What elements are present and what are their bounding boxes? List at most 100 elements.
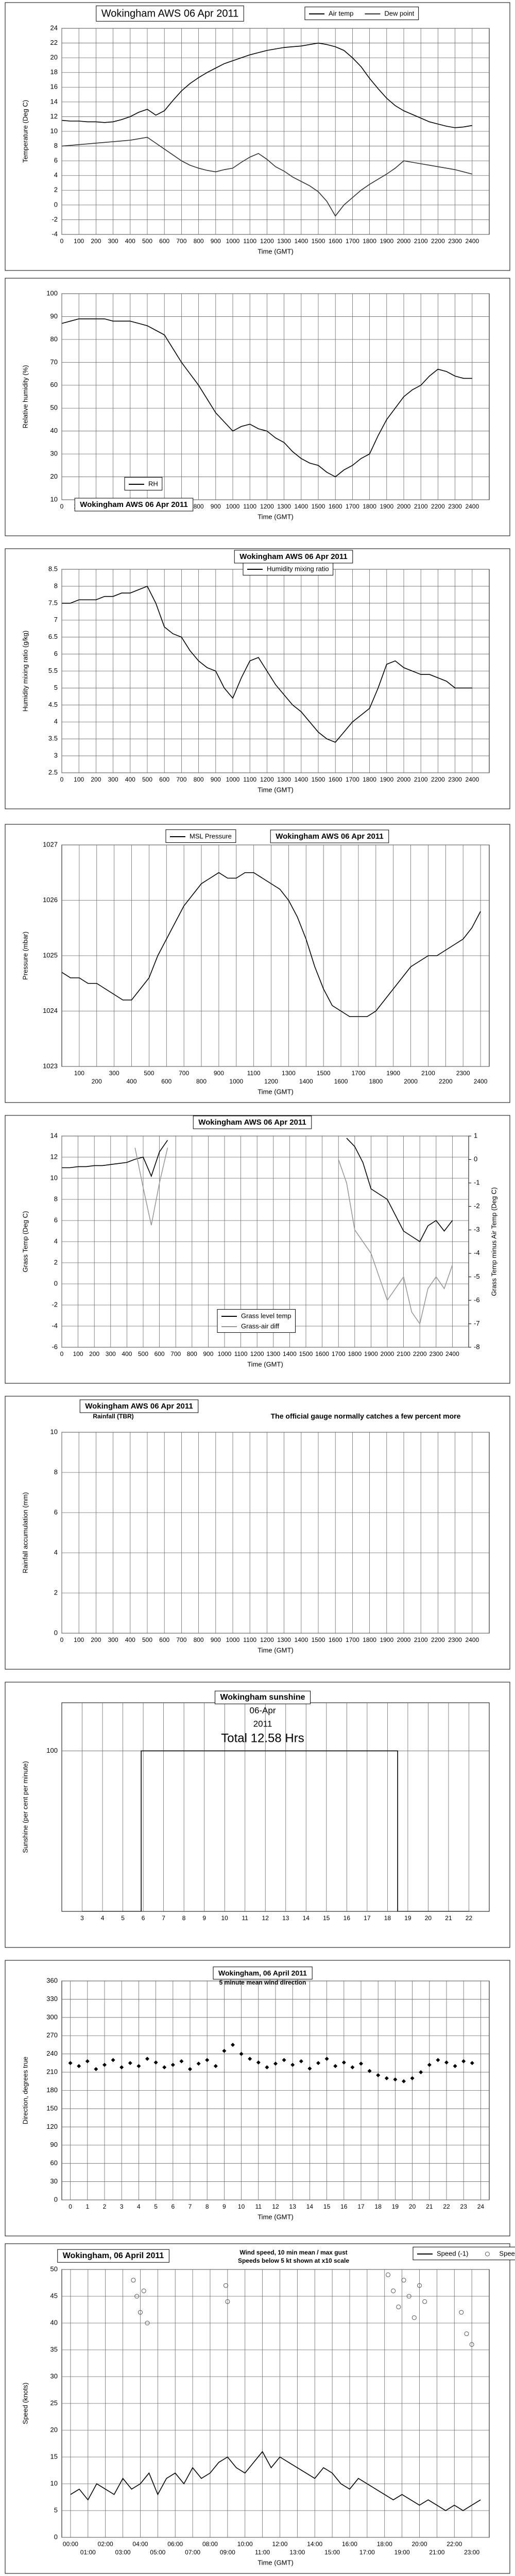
- chart-title: Wokingham, 06 April 2011: [63, 2251, 164, 2260]
- x-axis-label: Time (GMT): [258, 513, 294, 520]
- plot-marks: [70, 2272, 481, 2511]
- y-tick-label: 240: [46, 2049, 58, 2057]
- x-tick-label: 05:00: [150, 2549, 165, 2556]
- x-tick-label: 300: [108, 238, 118, 245]
- y-tick-label: -2: [52, 1300, 58, 1308]
- title-box: [213, 1967, 313, 1980]
- plot-marks: [68, 2042, 474, 2083]
- y-tick-label: 20: [50, 2426, 58, 2433]
- point: [213, 2064, 218, 2069]
- y-tick-label: 50: [50, 2265, 58, 2273]
- y-tick-label: -2: [52, 215, 58, 223]
- x-tick-label: 1200: [260, 238, 274, 245]
- x-tick-label: 1600: [315, 1350, 329, 1358]
- x-tick-label: 1500: [317, 1070, 331, 1077]
- x-tick-label: 600: [154, 1350, 165, 1358]
- point: [324, 2057, 329, 2061]
- series-line: [134, 1147, 453, 1325]
- x-tick-label: 400: [125, 776, 135, 783]
- x-tick-label: 1700: [352, 1070, 366, 1077]
- chart-subtitle: Speeds below 5 kt shown at x10 scale: [238, 2257, 349, 2264]
- x-axis-label: Time (GMT): [258, 786, 294, 793]
- point: [470, 2061, 474, 2065]
- y-tick-label: 12: [50, 1153, 58, 1160]
- x-tick-label: 2300: [456, 1070, 470, 1077]
- x-tick-label: 1200: [260, 503, 274, 510]
- x-tick-label: 1900: [380, 503, 393, 510]
- x-tick-label: 1900: [380, 1636, 393, 1643]
- title-box: [57, 2249, 169, 2263]
- point: [391, 2289, 396, 2294]
- y-axis-label: Pressure (mbar): [21, 931, 29, 980]
- point: [196, 2061, 201, 2066]
- y-tick-label: 0: [54, 1629, 58, 1636]
- x-tick-label: 700: [176, 776, 186, 783]
- chart-title: Wokingham AWS 06 Apr 2011: [239, 552, 348, 561]
- legend: Humidity mixing ratio: [247, 565, 329, 572]
- y-tick-label: 0: [54, 2533, 58, 2540]
- point: [231, 2042, 235, 2047]
- legend-label: Humidity mixing ratio: [267, 565, 329, 572]
- x-tick-label: 21:00: [429, 2549, 444, 2556]
- series-line: [62, 585, 472, 743]
- x-tick-label: 19: [392, 2203, 399, 2210]
- x-tick-label: 1200: [250, 1350, 264, 1358]
- y-tick-label: 6: [54, 650, 58, 657]
- x-tick-label: 2400: [465, 1636, 479, 1643]
- legend-box: [304, 6, 419, 20]
- x-tick-label: 1200: [260, 776, 274, 783]
- x-tick-label: 1400: [294, 238, 308, 245]
- y-tick-label: 8: [54, 142, 58, 149]
- legend-label: Air temp: [329, 9, 353, 17]
- point: [464, 2331, 469, 2336]
- x-tick-label: 1100: [234, 1350, 248, 1358]
- x-tick-label: 1800: [363, 503, 376, 510]
- point: [136, 2064, 141, 2069]
- y2-tick-label: -1: [474, 1179, 480, 1187]
- x-tick-label: 3: [80, 1914, 84, 1922]
- y-tick-label: 180: [46, 2086, 58, 2094]
- x-tick-label: 2100: [414, 776, 428, 783]
- x-tick-label: 20: [409, 2203, 416, 2210]
- chart-title: Wokingham AWS 06 Apr 2011: [198, 1118, 306, 1127]
- point: [341, 2060, 346, 2065]
- y-axis-label: Grass Temp (Deg C): [21, 1211, 29, 1273]
- x-tick-label: 7: [188, 2203, 192, 2210]
- y-tick-label: 20: [50, 54, 58, 61]
- y2-tick-label: 0: [474, 1155, 477, 1163]
- x-tick-label: 500: [142, 776, 152, 783]
- plot-area: [61, 293, 490, 500]
- y-axis-label: Sunshine (per cent per minute): [21, 1761, 29, 1853]
- y-tick-label: 7.5: [48, 599, 58, 606]
- x-tick-label: 15: [323, 1914, 330, 1922]
- x-tick-label: 09:00: [220, 2549, 235, 2556]
- point: [248, 2057, 252, 2061]
- x-tick-label: 14:00: [307, 2540, 322, 2548]
- y-tick-label: 2: [54, 186, 58, 194]
- point: [145, 2057, 149, 2061]
- y-tick-label: 24: [50, 24, 58, 31]
- x-tick-label: 900: [211, 1636, 221, 1643]
- point: [222, 2048, 227, 2053]
- point: [396, 2304, 401, 2310]
- x-tick-label: 1300: [277, 1636, 291, 1643]
- x-tick-label: 100: [74, 776, 84, 783]
- x-tick-label: 03:00: [115, 2549, 131, 2556]
- point: [453, 2064, 457, 2069]
- y2-tick-label: -3: [474, 1226, 480, 1233]
- y2-tick-label: 1: [474, 1131, 477, 1139]
- plot-marks: [62, 318, 472, 478]
- y-tick-label: 80: [50, 335, 58, 343]
- x-tick-label: 06:00: [167, 2540, 183, 2548]
- x-tick-label: 2000: [397, 503, 411, 510]
- legend-label: Speed (10): [499, 2249, 515, 2257]
- point: [367, 2069, 372, 2073]
- x-tick-label: 0: [60, 503, 64, 510]
- x-axis-label: Time (GMT): [247, 1360, 283, 1368]
- x-tick-label: 5: [154, 2203, 158, 2210]
- x-tick-label: 2100: [421, 1070, 435, 1077]
- y-tick-label: 18: [50, 68, 58, 76]
- y-tick-label: 40: [50, 427, 58, 434]
- x-tick-label: 100: [74, 1070, 84, 1077]
- x-tick-label: 1500: [312, 238, 325, 245]
